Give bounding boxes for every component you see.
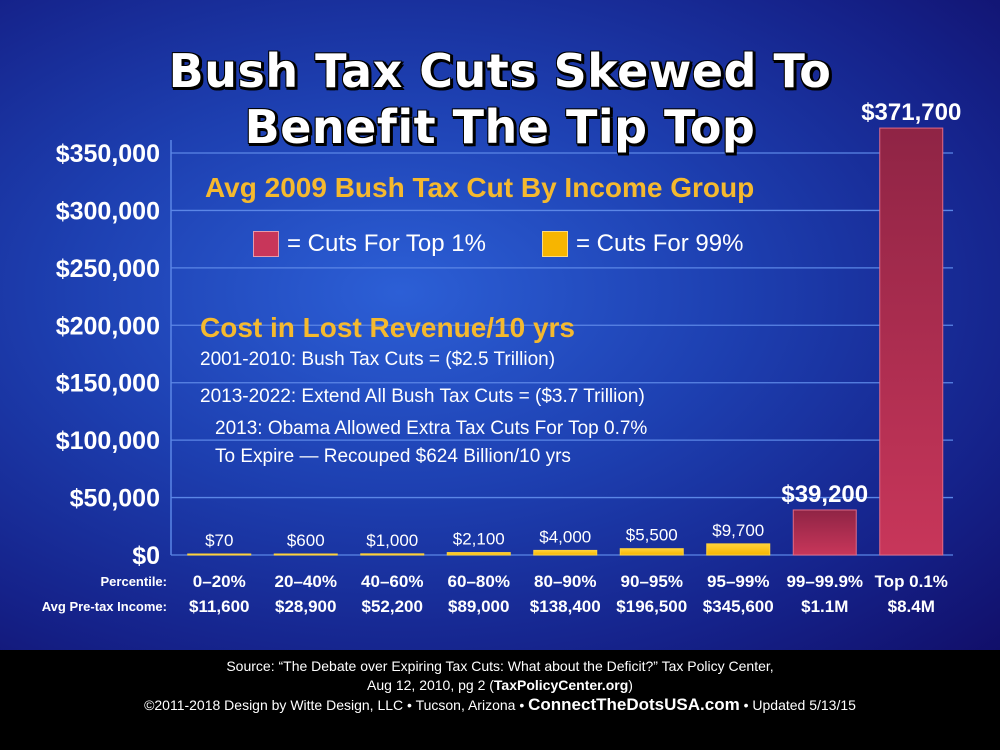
x-tick-label: 20–40% (275, 572, 337, 591)
site-name: ConnectTheDotsUSA.com (528, 695, 740, 714)
bar (360, 553, 425, 556)
y-tick-labels: $0 $50,000 $100,000 $150,000 $200,000 $250,00… (56, 140, 160, 570)
chart-canvas: $70 $600 $1,000 $2,100 $4,000 $5,500 $9,700 $39… (0, 0, 1000, 650)
percentile-row-label: Percentile: (101, 574, 167, 589)
data-label: $70 (205, 531, 233, 550)
income-label: $345,600 (703, 597, 774, 616)
x-tick-label: 90–95% (621, 572, 683, 591)
x-tick-label: 40–60% (361, 572, 423, 591)
legend-item-99: = Cuts For 99% (542, 230, 743, 258)
y-tick-label: $100,000 (56, 427, 160, 455)
income-label: $196,500 (616, 597, 687, 616)
chart-title-line-1: Bush Tax Cuts Skewed To (168, 44, 832, 98)
income-label: $1.1M (801, 597, 848, 616)
bar (879, 127, 944, 556)
cost-note-1: 2001-2010: Bush Tax Cuts = ($2.5 Trillio… (200, 349, 556, 370)
income-label: $52,200 (362, 597, 423, 616)
bar (792, 509, 857, 556)
y-tick-label: $300,000 (56, 197, 160, 225)
bar (706, 543, 771, 556)
data-label: $39,200 (781, 481, 868, 508)
x-tick-label: 99–99.9% (786, 572, 863, 591)
data-label: $1,000 (366, 531, 418, 550)
income-label: $8.4M (888, 597, 935, 616)
chart-title-line-2: Benefit The Tip Top (244, 100, 756, 154)
source-line-1: Source: “The Debate over Expiring Tax Cu… (226, 658, 774, 674)
chart-subtitle: Avg 2009 Bush Tax Cut By Income Group (205, 172, 755, 203)
data-label: $2,100 (453, 530, 505, 549)
credit-line: ©2011-2018 Design by Witte Design, LLC •… (0, 695, 1000, 715)
bar (619, 548, 684, 556)
source-close-paren: ) (628, 677, 633, 693)
source-date: Aug 12, 2010, pg 2 ( (367, 677, 494, 693)
legend-label-99: = Cuts For 99% (576, 230, 744, 257)
bar (273, 553, 338, 556)
y-tick-label: $50,000 (70, 485, 160, 513)
footer: Source: “The Debate over Expiring Tax Cu… (0, 650, 1000, 750)
cost-note-2: 2013-2022: Extend All Bush Tax Cuts = ($… (200, 386, 645, 407)
value-labels: $70 $600 $1,000 $2,100 $4,000 $5,500 $9,700 $39… (205, 99, 961, 550)
y-tick-label: $250,000 (56, 255, 160, 283)
source-line-2: Aug 12, 2010, pg 2 (TaxPolicyCenter.org) (0, 676, 1000, 695)
x-tick-label: 60–80% (448, 572, 510, 591)
data-label: $371,700 (861, 99, 961, 126)
cost-note-4: To Expire — Recouped $624 Billion/10 yrs (215, 446, 571, 467)
bar-chart: $70 $600 $1,000 $2,100 $4,000 $5,500 $9,700 $39… (42, 99, 961, 616)
income-label: $11,600 (189, 597, 250, 616)
credit-text: ©2011-2018 Design by Witte Design, LLC •… (144, 697, 525, 713)
cost-title: Cost in Lost Revenue/10 yrs (200, 312, 576, 343)
data-label: $9,700 (712, 521, 764, 540)
bars (187, 127, 944, 556)
data-label: $600 (287, 531, 325, 550)
income-row-label: Avg Pre-tax Income: (42, 599, 167, 614)
data-label: $5,500 (626, 526, 678, 545)
bar (187, 553, 252, 556)
y-tick-label: $350,000 (56, 140, 160, 168)
legend-label-top1: = Cuts For Top 1% (287, 230, 486, 257)
y-tick-label: $150,000 (56, 370, 160, 398)
y-tick-label: $200,000 (56, 312, 160, 340)
source-site: TaxPolicyCenter.org (493, 677, 629, 693)
legend-swatch-99 (542, 231, 568, 257)
bar (446, 552, 511, 556)
income-label: $89,000 (448, 597, 509, 616)
x-tick-label: 80–90% (534, 572, 596, 591)
legend-item-top1: = Cuts For Top 1% (253, 230, 486, 258)
income-label: $138,400 (530, 597, 601, 616)
legend-swatch-top1 (253, 231, 279, 257)
cost-note-3: 2013: Obama Allowed Extra Tax Cuts For T… (215, 418, 648, 439)
y-tick-label: $0 (132, 542, 160, 570)
bar (533, 549, 598, 556)
x-tick-label: 0–20% (193, 572, 246, 591)
updated-text: • Updated 5/13/15 (743, 697, 856, 713)
x-tick-label: Top 0.1% (875, 572, 948, 591)
x-category-labels: 0–20% $11,600 20–40% $28,900 40–60% $52,200 60… (42, 572, 948, 616)
data-label: $4,000 (539, 527, 591, 546)
income-label: $28,900 (275, 597, 336, 616)
x-tick-label: 95–99% (707, 572, 769, 591)
